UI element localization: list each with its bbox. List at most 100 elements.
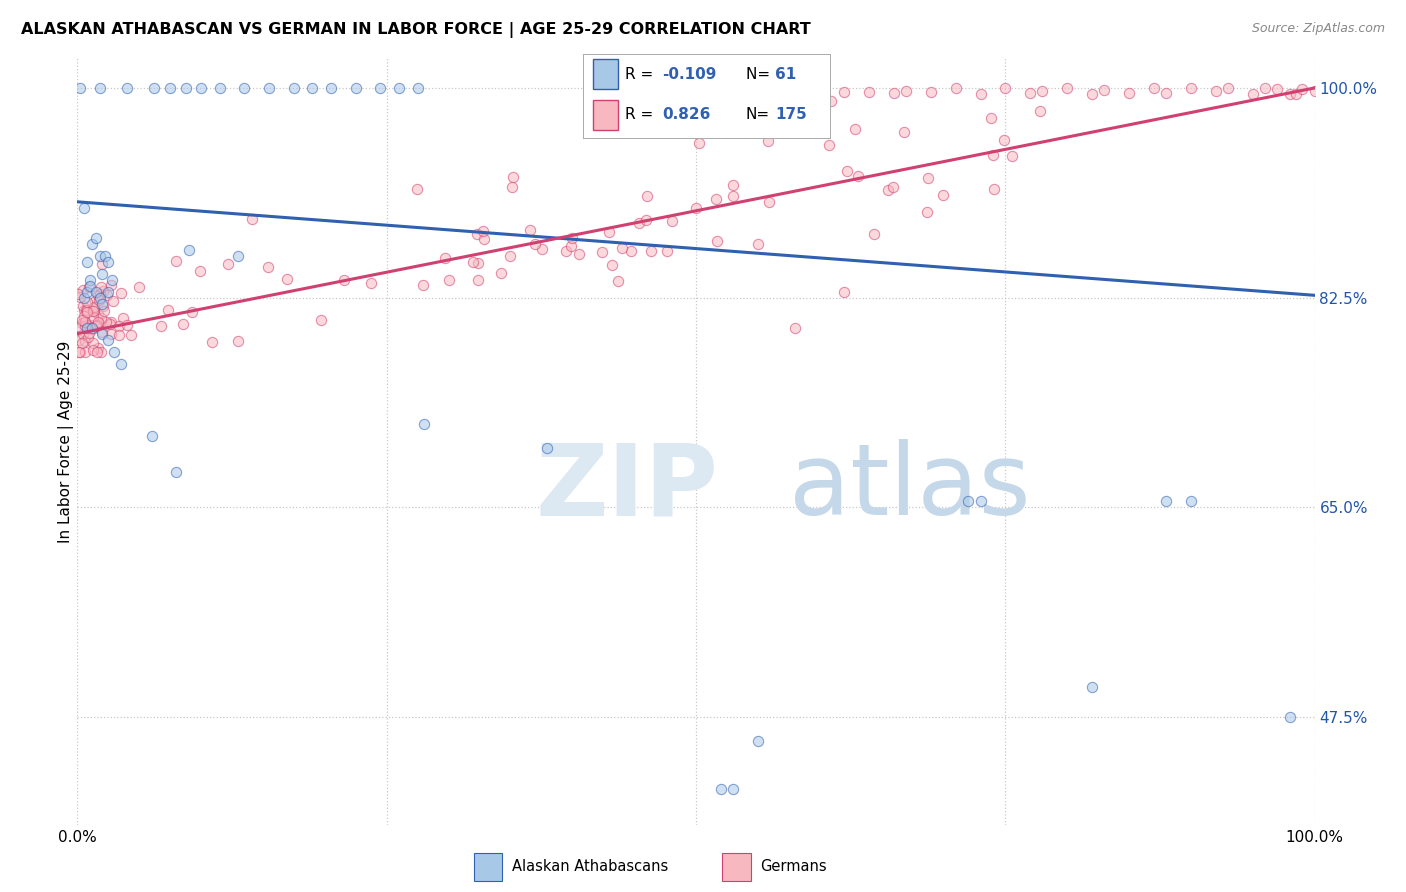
Point xyxy=(721,782,744,797)
Point xyxy=(150,318,173,333)
Point xyxy=(530,242,553,256)
Point xyxy=(67,333,90,347)
Point xyxy=(82,236,104,251)
Point xyxy=(82,335,104,350)
Point xyxy=(883,86,905,100)
Point xyxy=(405,182,427,196)
Point xyxy=(87,342,110,356)
Point xyxy=(931,188,953,202)
Point xyxy=(434,251,457,265)
Point xyxy=(82,301,104,315)
Point xyxy=(77,330,100,344)
Point xyxy=(1031,84,1053,98)
Point xyxy=(83,303,105,318)
Point xyxy=(110,285,132,300)
Point xyxy=(82,343,104,358)
Text: Germans: Germans xyxy=(761,859,827,873)
Point xyxy=(1154,494,1177,508)
Point xyxy=(89,291,111,305)
Point xyxy=(208,81,231,95)
Point xyxy=(75,319,97,334)
Point xyxy=(190,81,212,95)
Point xyxy=(75,302,97,317)
Point xyxy=(82,310,104,324)
Point xyxy=(108,319,131,334)
Point xyxy=(100,278,122,293)
Point xyxy=(228,334,250,348)
Point xyxy=(640,244,662,258)
Point xyxy=(73,315,96,329)
Point xyxy=(688,136,710,151)
Point xyxy=(70,335,93,350)
Text: atlas: atlas xyxy=(789,439,1031,536)
Text: 175: 175 xyxy=(776,107,807,122)
Point xyxy=(1291,82,1313,96)
Point xyxy=(141,428,163,442)
Point xyxy=(87,315,110,329)
Point xyxy=(834,86,856,100)
Point xyxy=(412,277,434,292)
Text: ALASKAN ATHABASCAN VS GERMAN IN LABOR FORCE | AGE 25-29 CORRELATION CHART: ALASKAN ATHABASCAN VS GERMAN IN LABOR FO… xyxy=(21,22,811,38)
Point xyxy=(90,344,112,359)
Point xyxy=(980,112,1002,126)
Point xyxy=(524,236,547,251)
Point xyxy=(706,234,728,248)
Point xyxy=(82,322,104,336)
Point xyxy=(721,189,744,203)
Point xyxy=(156,303,179,318)
Point xyxy=(217,257,239,271)
Point xyxy=(86,318,108,332)
Text: 0.826: 0.826 xyxy=(662,107,710,122)
Point xyxy=(983,182,1005,196)
Point xyxy=(84,231,107,245)
Point xyxy=(101,293,124,308)
Point xyxy=(915,205,938,219)
Point xyxy=(283,81,305,95)
Point xyxy=(567,247,589,261)
Point xyxy=(72,309,94,323)
Text: Alaskan Athabascans: Alaskan Athabascans xyxy=(512,859,668,873)
Point xyxy=(818,138,841,153)
Point xyxy=(710,782,733,797)
Point xyxy=(76,254,98,268)
Point xyxy=(561,231,583,245)
Point xyxy=(721,178,744,193)
Point xyxy=(73,303,96,318)
Point xyxy=(536,441,558,455)
Point xyxy=(301,81,323,95)
Point xyxy=(1154,86,1177,100)
Point xyxy=(96,315,118,329)
Point xyxy=(91,296,114,310)
Point xyxy=(69,81,91,95)
Point xyxy=(70,313,93,327)
Point xyxy=(76,294,98,309)
Point xyxy=(84,285,107,299)
Point xyxy=(84,318,107,333)
Point xyxy=(72,201,94,215)
Point xyxy=(108,327,131,342)
Point xyxy=(76,305,98,319)
Point xyxy=(165,253,187,268)
Point xyxy=(858,85,880,99)
Point xyxy=(174,81,197,95)
Point xyxy=(233,81,256,95)
Point xyxy=(177,243,200,257)
Point xyxy=(820,94,842,108)
Point xyxy=(100,315,122,329)
Point xyxy=(90,280,112,294)
Point xyxy=(896,84,918,98)
Point xyxy=(190,264,212,278)
Point xyxy=(77,280,100,294)
Bar xyxy=(593,100,619,130)
Point xyxy=(1081,680,1104,694)
Point xyxy=(165,465,187,479)
Point xyxy=(257,260,280,275)
Point xyxy=(620,244,643,258)
Point xyxy=(600,258,623,272)
Point xyxy=(834,285,856,299)
Point xyxy=(76,302,98,317)
Point xyxy=(91,284,114,298)
Point xyxy=(90,311,112,326)
Text: R =: R = xyxy=(626,67,658,82)
Point xyxy=(1241,87,1264,101)
